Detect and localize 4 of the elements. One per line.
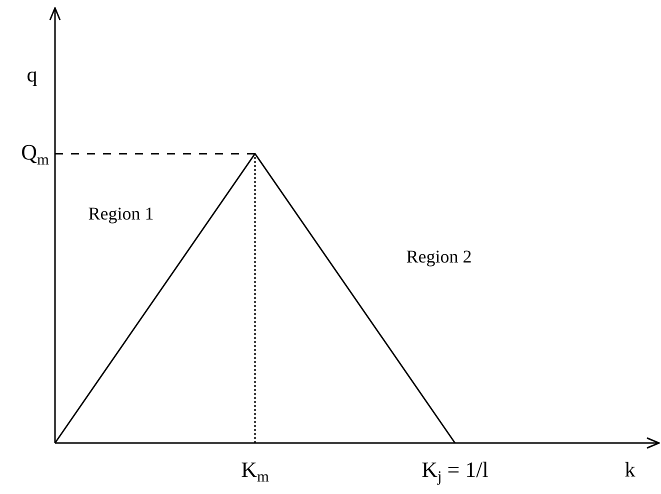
x-axis-title: k (624, 458, 636, 482)
annotation: Region 2 (406, 246, 472, 266)
annotation: Region 1 (88, 203, 154, 224)
y-axis-title: q (26, 62, 38, 87)
